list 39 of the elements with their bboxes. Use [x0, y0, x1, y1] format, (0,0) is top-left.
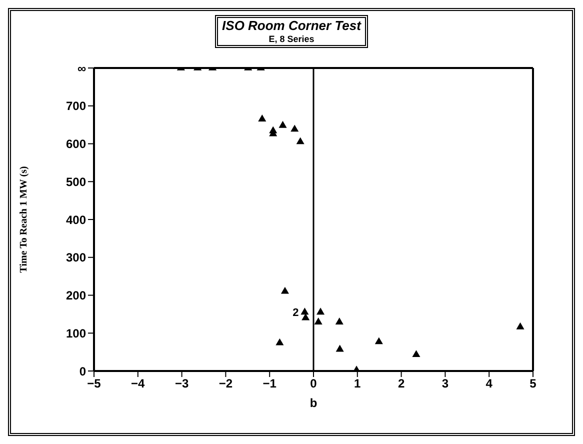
x-tick-label: 5 — [530, 376, 537, 391]
x-tick-label: 1 — [354, 376, 362, 391]
y-tick-label: 400 — [66, 212, 86, 227]
x-tick-label: 0 — [310, 376, 318, 391]
y-axis-title: Time To Reach 1 MW (s) — [18, 166, 30, 273]
point — [374, 337, 383, 344]
chart-subtitle: E, 8 Series — [268, 34, 316, 44]
y-tick-label: ∞ — [77, 61, 86, 76]
point — [335, 318, 344, 324]
x-tick-label: −1 — [262, 376, 277, 391]
x-tick-label: −2 — [218, 376, 233, 391]
chart-title: ISO Room Corner Test — [222, 18, 361, 34]
x-tick-label: 4 — [486, 376, 493, 391]
point — [290, 124, 299, 132]
y-tick-label: 500 — [66, 174, 86, 189]
x-tick-label: 3 — [442, 376, 449, 391]
point — [516, 322, 524, 330]
point — [278, 120, 287, 128]
x-tick-label: −4 — [131, 376, 146, 391]
x-tick-label: 2 — [398, 376, 405, 391]
point — [336, 344, 344, 352]
point — [412, 350, 420, 358]
y-tick-label: 200 — [66, 288, 86, 303]
point — [258, 114, 266, 122]
x-axis-title: b — [310, 396, 318, 410]
y-tick-label: 100 — [66, 326, 86, 340]
y-tick-label: 300 — [66, 250, 86, 265]
annotation: 2 — [292, 307, 299, 320]
point — [316, 308, 325, 315]
x-tick-label: −5 — [87, 376, 102, 391]
x-tick-label: −3 — [174, 376, 189, 391]
point — [314, 318, 322, 324]
point — [296, 137, 304, 144]
point — [280, 286, 289, 294]
y-tick-label: 700 — [66, 99, 86, 114]
y-tick-label: 600 — [66, 137, 86, 152]
point — [300, 308, 309, 315]
point — [276, 338, 284, 346]
y-tick-label: 0 — [79, 364, 86, 378]
